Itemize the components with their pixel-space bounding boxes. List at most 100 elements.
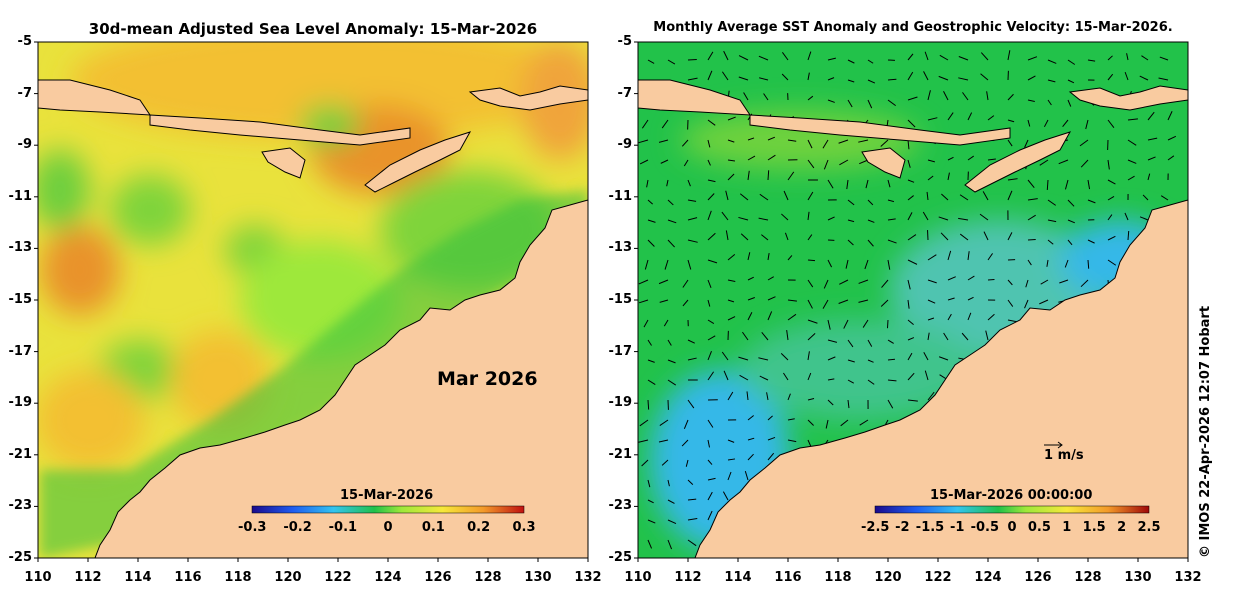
velocity-vector: [1024, 139, 1029, 148]
velocity-vector: [1107, 196, 1115, 201]
velocity-scale-arrow: [1044, 441, 1063, 449]
velocity-vector: [783, 190, 789, 201]
velocity-vector: [667, 539, 673, 550]
sst-colorbar: [874, 505, 1150, 514]
velocity-vector: [747, 137, 755, 141]
velocity-vector: [807, 95, 814, 101]
velocity-vector: [1147, 173, 1151, 181]
velocity-vector: [924, 370, 929, 381]
velocity-vector: [681, 139, 689, 147]
velocity-vector: [887, 218, 896, 221]
velocity-vector: [1107, 179, 1116, 185]
velocity-vector: [1007, 299, 1014, 307]
velocity-vector: [887, 259, 891, 270]
velocity-vector: [747, 170, 750, 181]
velocity-vector: [927, 279, 937, 284]
velocity-vector: [1126, 53, 1129, 61]
velocity-vector: [661, 459, 669, 466]
velocity-vector: [1059, 279, 1069, 284]
velocity-vector: [687, 239, 698, 243]
velocity-vector: [743, 92, 749, 101]
velocity-vector: [707, 439, 711, 448]
velocity-vector: [767, 296, 776, 301]
velocity-vector: [687, 539, 697, 547]
velocity-vector: [847, 359, 855, 363]
velocity-vector: [727, 159, 736, 162]
x-tick-label: 118: [824, 570, 852, 585]
velocity-vector: [907, 179, 915, 183]
velocity-vector: [707, 259, 718, 264]
velocity-vector: [658, 139, 669, 143]
velocity-vector: [807, 51, 812, 61]
velocity-vector: [687, 179, 691, 187]
velocity-vector: [1027, 198, 1038, 201]
velocity-vector: [707, 70, 713, 81]
velocity-vector: [1027, 238, 1036, 241]
velocity-vector: [858, 299, 869, 303]
velocity-vector: [1087, 239, 1095, 244]
velocity-vector: [787, 255, 793, 261]
velocity-vector: [907, 96, 918, 101]
velocity-vector: [707, 119, 716, 126]
velocity-vector: [1047, 79, 1056, 83]
velocity-vector: [667, 239, 675, 248]
velocity-vector: [847, 59, 855, 64]
colorbar-tick-label: -1: [949, 520, 965, 535]
y-tick-label: -13: [608, 240, 633, 256]
sla-map: [38, 42, 588, 558]
velocity-vector: [747, 453, 754, 461]
velocity-vector: [725, 230, 729, 241]
velocity-vector: [947, 112, 954, 121]
velocity-vector: [943, 332, 949, 341]
velocity-vector: [859, 159, 869, 165]
velocity-vector: [987, 278, 995, 281]
y-tick-label: -15: [608, 292, 633, 307]
velocity-vector: [727, 471, 732, 481]
velocity-vector: [1067, 239, 1073, 246]
velocity-vector: [721, 211, 729, 221]
velocity-vector: [1047, 239, 1054, 245]
velocity-vector: [987, 115, 995, 121]
velocity-vector: [822, 299, 829, 309]
velocity-vector: [807, 259, 816, 262]
y-tick-label: -19: [8, 395, 33, 411]
velocity-vector: [786, 330, 789, 341]
velocity-vector: [1064, 179, 1069, 190]
velocity-vector: [927, 391, 935, 401]
velocity-vector: [666, 179, 669, 187]
velocity-vector: [847, 379, 855, 384]
velocity-vector: [927, 90, 931, 101]
velocity-vector: [1007, 279, 1013, 286]
velocity-vector: [667, 219, 677, 224]
velocity-vector: [667, 499, 675, 504]
velocity-vector: [739, 374, 749, 381]
velocity-vector: [664, 259, 669, 270]
velocity-vector: [938, 356, 949, 361]
velocity-vector: [707, 210, 712, 221]
velocity-vector: [825, 419, 829, 429]
velocity-vector: [1027, 75, 1036, 81]
velocity-vector: [1107, 55, 1113, 61]
velocity-vector: [687, 357, 697, 361]
colorbar-tick-label: -0.3: [238, 520, 267, 535]
velocity-vector: [961, 332, 969, 341]
velocity-vector: [727, 173, 735, 181]
velocity-vector: [647, 499, 654, 504]
y-tick-label: -9: [617, 137, 632, 153]
y-tick-label: -17: [608, 343, 633, 359]
velocity-vector: [1147, 111, 1155, 121]
velocity-vector: [858, 279, 869, 284]
velocity-vector: [924, 51, 929, 61]
colorbar-tick-label: 1.5: [1082, 520, 1106, 535]
month-label: Mar 2026: [437, 368, 538, 390]
velocity-vector: [947, 297, 955, 301]
y-tick-label: -5: [617, 34, 632, 49]
velocity-vector: [787, 393, 791, 401]
velocity-vector: [727, 279, 736, 282]
velocity-vector: [781, 52, 789, 61]
velocity-vector: [907, 399, 918, 402]
x-tick-label: 114: [724, 570, 752, 585]
velocity-vector: [647, 379, 656, 385]
velocity-vector: [707, 491, 713, 501]
